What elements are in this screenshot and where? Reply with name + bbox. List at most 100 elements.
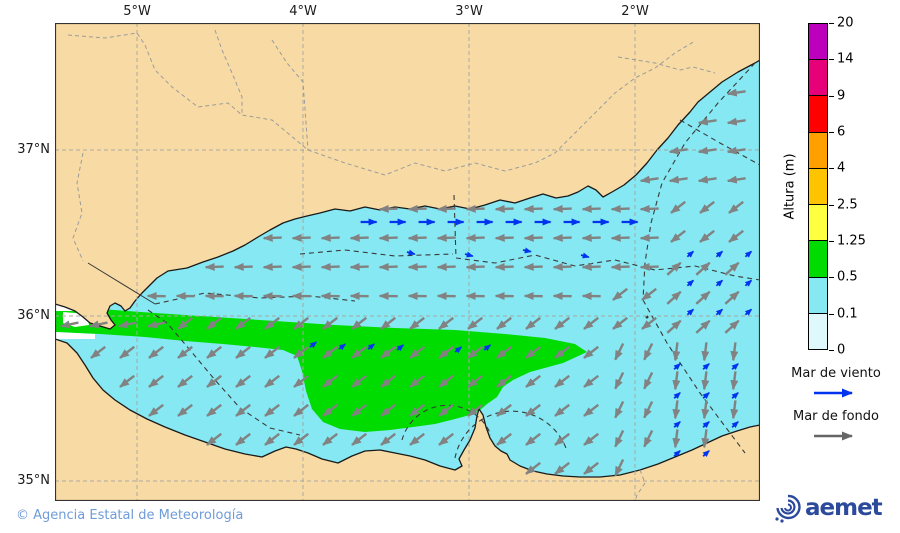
wind-sea-tick [309, 341, 318, 349]
colorbar-segment [809, 240, 827, 277]
swell-arrow [148, 345, 164, 359]
swell-arrow [643, 371, 654, 390]
swell-arrow [438, 403, 454, 417]
wind-sea-tick [686, 308, 695, 316]
x-axis-label: 4°W [289, 4, 317, 19]
swell-arrow [409, 316, 425, 330]
colorbar-segment [809, 312, 827, 349]
swell-arrow [614, 458, 625, 477]
land-boundaries [67, 29, 716, 502]
colorbar-tick-label: 14 [837, 51, 854, 67]
swell-arrow [643, 400, 654, 419]
swell-arrow [641, 287, 657, 301]
swell-arrow [494, 204, 514, 213]
swell-arrow [672, 342, 681, 362]
swell-arrow [614, 429, 625, 448]
swell-arrow [523, 204, 543, 213]
swell-arrow [351, 403, 367, 417]
swell-arrow [264, 374, 280, 388]
swell-arrow [730, 371, 739, 391]
swell-arrow [726, 175, 746, 184]
swell-arrow [407, 233, 427, 242]
swell-arrow [407, 204, 427, 213]
colorbar-tick-label: 2.5 [837, 197, 858, 213]
swell-arrow [322, 374, 338, 388]
wind-sea-tick [396, 344, 405, 352]
swell-arrow [552, 204, 572, 213]
swell-arrow [554, 345, 570, 359]
swell-arrow [583, 374, 599, 388]
swell-arrow [235, 345, 251, 359]
swell-arrow [730, 400, 739, 420]
swell-arrow [235, 403, 251, 417]
swell-arrow [235, 374, 251, 388]
swell-arrow [349, 233, 369, 242]
swell-arrow [496, 374, 512, 388]
swell-arrow [525, 461, 541, 475]
colorbar-segment [809, 131, 827, 168]
swell-arrow [320, 262, 340, 271]
swell-arrow [206, 345, 222, 359]
wind-sea-tick [673, 363, 681, 371]
swell-arrow [204, 262, 224, 271]
swell-arrow [726, 117, 746, 126]
wind-sea-tick [464, 251, 474, 258]
wind-sea-tick [731, 363, 739, 371]
x-axis-label: 3°W [455, 4, 483, 19]
swell-arrow [668, 175, 688, 184]
swell-arrow [583, 461, 599, 475]
colorbar-segment [809, 95, 827, 132]
swell-arrow [525, 374, 541, 388]
swell-arrow [465, 262, 485, 271]
swell-arrow [726, 146, 746, 155]
swell-arrow [351, 432, 367, 446]
swell-arrow [206, 316, 222, 330]
colorbar-tick [829, 313, 834, 315]
swell-arrow [409, 432, 425, 446]
swell-arrow [525, 432, 541, 446]
colorbar-segment [809, 59, 827, 96]
swell-arrow [438, 432, 454, 446]
swell-arrow [262, 262, 282, 271]
swell-arrow [378, 233, 398, 242]
swell-arrow [583, 345, 599, 359]
swell-arrow [264, 403, 280, 417]
x-axis-label: 2°W [621, 4, 649, 19]
swell-arrow [409, 374, 425, 388]
swell-arrow [235, 432, 251, 446]
swell-arrow [351, 316, 367, 330]
swell-arrow [293, 316, 309, 330]
swell-arrow [146, 320, 166, 329]
swell-arrow [322, 345, 338, 359]
graticule [55, 23, 760, 501]
wind-sea-arrow-icon [814, 388, 853, 398]
swell-arrow [612, 287, 628, 301]
attribution-link[interactable]: © Agencia Estatal de Meteorología [16, 508, 244, 523]
swell-arrow [699, 200, 715, 214]
swell-arrow [119, 345, 135, 359]
wind-sea-tick [673, 392, 681, 400]
colorbar-tick [829, 168, 834, 170]
swell-arrow [554, 316, 570, 330]
swell-arrow [552, 262, 572, 271]
wind-sea-tick [483, 344, 492, 352]
swell-arrow [438, 345, 454, 359]
wind-sea-tick [702, 363, 710, 371]
swell-arrow [322, 403, 338, 417]
swell-arrow [525, 316, 541, 330]
colorbar-tick [829, 95, 834, 97]
colorbar-tick [829, 23, 834, 24]
swell-arrow [610, 262, 630, 271]
swell-arrow [728, 200, 744, 214]
swell-arrow [467, 345, 483, 359]
wind-sea-tick [744, 279, 753, 287]
swell-arrow [724, 261, 740, 276]
swell-arrow [668, 146, 688, 155]
swell-arrow [554, 461, 570, 475]
swell-arrow [409, 403, 425, 417]
swell-arrow [177, 403, 193, 417]
wind-sea-tick [454, 346, 463, 354]
swell-arrow [436, 262, 456, 271]
colorbar-tick-label: 0.1 [837, 306, 858, 322]
swell-arrow [726, 88, 746, 97]
